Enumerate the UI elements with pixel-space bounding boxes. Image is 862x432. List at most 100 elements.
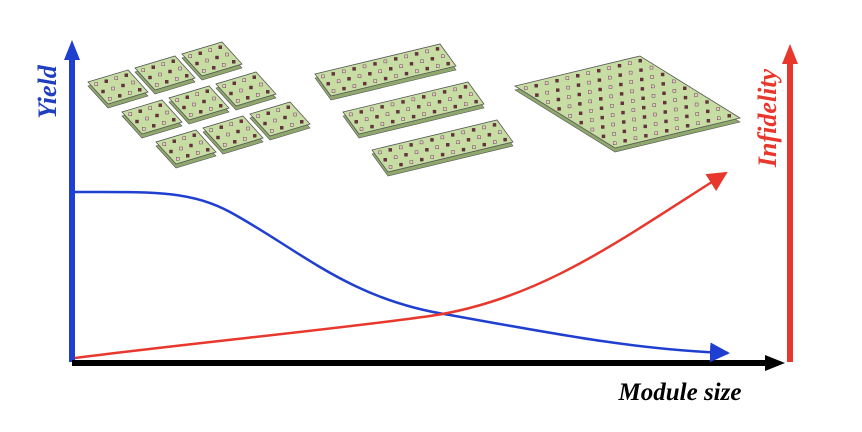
- qubit: [394, 74, 398, 78]
- qubit: [222, 143, 227, 147]
- qubit: [482, 142, 486, 147]
- qubit: [188, 54, 193, 58]
- qubit: [326, 82, 330, 86]
- qubit: [383, 158, 387, 162]
- qubit: [453, 104, 457, 109]
- qubit: [231, 60, 236, 64]
- qubit: [432, 92, 436, 97]
- qubit: [380, 122, 385, 126]
- qubit: [135, 119, 139, 124]
- qubit: [141, 127, 146, 131]
- qubit: [192, 133, 197, 137]
- qubit: [544, 81, 549, 85]
- qubit: [597, 68, 601, 73]
- qubit: [393, 155, 398, 160]
- qubit: [630, 89, 634, 94]
- qubit: [378, 150, 382, 155]
- qubit: [576, 83, 581, 87]
- qubit: [414, 150, 419, 155]
- qubit: [683, 95, 688, 100]
- qubit: [524, 86, 528, 90]
- qubit: [221, 63, 226, 67]
- qubit: [286, 105, 290, 109]
- qubit: [425, 49, 429, 54]
- qubit: [336, 79, 341, 84]
- qubit: [383, 59, 388, 64]
- qubit: [619, 82, 623, 87]
- qubit: [406, 107, 410, 112]
- qubit: [534, 83, 538, 88]
- qubit: [598, 87, 602, 92]
- qubit: [362, 64, 367, 69]
- qubit: [321, 74, 325, 79]
- qubit: [293, 112, 297, 117]
- qubit: [399, 145, 403, 150]
- qubit: [577, 92, 581, 97]
- qubit: [419, 140, 424, 145]
- qubit: [706, 119, 711, 123]
- y-axis-label: Yield: [33, 64, 62, 118]
- qubit: [414, 52, 419, 56]
- qubit: [442, 90, 447, 94]
- qubit: [464, 102, 468, 106]
- qubit: [631, 99, 635, 103]
- qubit: [266, 90, 270, 94]
- qubit: [192, 102, 196, 107]
- qubit: [216, 135, 220, 140]
- qubit: [209, 128, 214, 132]
- qubit: [185, 154, 190, 158]
- qubit: [600, 115, 604, 120]
- qubit: [226, 132, 230, 137]
- qubit: [443, 107, 447, 111]
- qubit: [154, 83, 159, 87]
- qubit: [696, 121, 700, 126]
- qubit: [610, 104, 614, 108]
- qubit: [660, 72, 665, 77]
- qubit: [151, 65, 156, 69]
- qubit: [684, 105, 688, 109]
- qubit: [208, 48, 213, 52]
- qubit: [437, 100, 442, 104]
- qubit: [280, 126, 284, 130]
- qubit: [175, 157, 180, 161]
- qubit: [674, 117, 679, 121]
- qubit: [446, 61, 450, 66]
- qubit: [242, 137, 247, 141]
- qubit: [198, 110, 203, 114]
- qubit: [607, 66, 611, 70]
- qubit: [195, 61, 199, 66]
- qubit: [632, 117, 636, 122]
- qubit: [716, 107, 720, 111]
- qubit: [466, 138, 471, 142]
- qubit: [638, 59, 642, 63]
- qubit: [229, 91, 233, 96]
- qubit: [349, 112, 353, 117]
- qubit: [695, 112, 699, 116]
- qubit: [664, 119, 668, 124]
- qubit: [396, 110, 400, 114]
- qubit: [107, 97, 112, 101]
- qubit: [342, 86, 346, 91]
- qubit: [629, 80, 633, 84]
- qubit: [370, 124, 374, 129]
- qubit: [612, 132, 616, 136]
- qubit: [446, 143, 450, 147]
- qubit: [663, 110, 667, 114]
- qubit: [590, 118, 594, 122]
- qubit: [357, 74, 362, 79]
- qubit: [458, 95, 463, 99]
- qubit: [342, 69, 346, 74]
- qubit: [352, 84, 357, 88]
- qubit: [435, 145, 439, 150]
- qubit: [674, 107, 678, 112]
- qubit: [331, 72, 335, 76]
- chip-face: [215, 71, 277, 107]
- qubit: [578, 102, 582, 106]
- chip-face: [87, 69, 149, 105]
- qubit: [579, 120, 583, 125]
- qubit: [201, 69, 206, 73]
- qubit: [463, 85, 468, 89]
- qubit: [694, 93, 698, 97]
- qubit: [246, 126, 250, 131]
- qubit: [644, 134, 648, 138]
